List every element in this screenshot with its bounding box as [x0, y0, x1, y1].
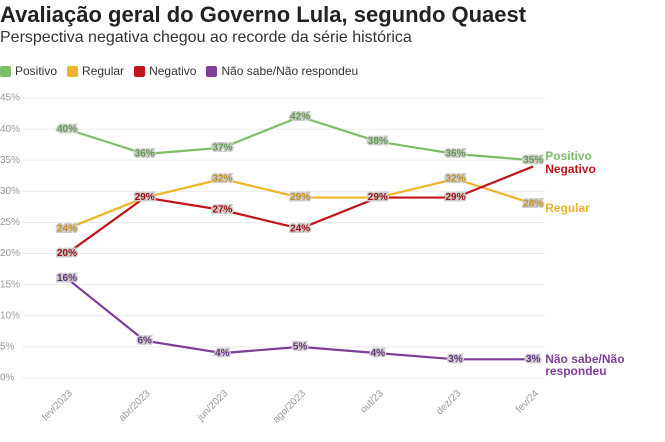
data-label: 16% — [57, 273, 77, 284]
data-label: 28% — [523, 198, 543, 209]
data-label: 24% — [57, 223, 77, 234]
data-label: 5% — [293, 342, 308, 353]
legend-swatch — [206, 65, 218, 77]
legend-label: Não sabe/Não respondeu — [221, 64, 359, 78]
x-tick-label: out/23 — [358, 388, 386, 416]
legend-label: Regular — [82, 64, 125, 78]
end-label: Negativo — [545, 162, 596, 177]
data-label: 38% — [368, 136, 388, 147]
data-label: 29% — [135, 192, 155, 203]
y-tick-label: 20% — [0, 248, 20, 259]
x-tick-label: jun/2023 — [195, 388, 231, 424]
y-tick-label: 35% — [0, 155, 20, 166]
data-label: 42% — [290, 111, 310, 122]
legend-item: Não sabe/Não respondeu — [206, 64, 358, 78]
data-label: 20% — [57, 248, 77, 259]
data-label: 36% — [135, 149, 155, 160]
data-label: 27% — [212, 205, 232, 216]
chart-subtitle: Perspectiva negativa chegou ao recorde d… — [0, 29, 412, 46]
legend-label: Negativo — [149, 64, 197, 78]
data-label: 35% — [523, 155, 543, 166]
series-line — [66, 277, 534, 361]
data-label: 3% — [448, 354, 463, 365]
data-label: 29% — [368, 192, 388, 203]
y-tick-label: 25% — [0, 217, 20, 228]
data-label: 32% — [212, 174, 232, 185]
y-tick-label: 15% — [0, 279, 20, 290]
data-label: 29% — [368, 192, 388, 203]
legend: Positivo Regular Negativo Não sabe/Não resp… — [0, 64, 358, 78]
y-tick-label: 5% — [0, 342, 15, 353]
end-label: Não sabe/Não respondeu — [545, 352, 625, 379]
data-label: 3% — [526, 354, 541, 365]
data-label: 29% — [290, 192, 310, 203]
y-tick-label: 30% — [0, 186, 20, 197]
y-tick-label: 45% — [0, 93, 20, 104]
chart-title: Avaliação geral do Governo Lula, segundo… — [0, 2, 527, 27]
data-label: 4% — [215, 348, 230, 359]
series-line — [66, 115, 534, 162]
legend-swatch — [134, 65, 146, 77]
data-label: 29% — [135, 192, 155, 203]
legend-item: Regular — [67, 64, 124, 78]
data-label: 29% — [445, 192, 465, 203]
data-label: 32% — [445, 174, 465, 185]
y-tick-label: 0% — [0, 373, 15, 384]
x-tick-label: abr/2023 — [117, 388, 153, 424]
series-line — [66, 165, 534, 255]
data-label: 4% — [371, 348, 386, 359]
end-label: Regular — [545, 200, 590, 215]
x-tick-label: ago/2023 — [271, 388, 309, 426]
data-label: 6% — [137, 335, 152, 346]
data-label: 40% — [57, 124, 77, 135]
y-tick-label: 40% — [0, 124, 20, 135]
y-tick-label: 10% — [0, 310, 20, 321]
legend-swatch — [0, 65, 11, 77]
x-tick-label: fev/24 — [514, 388, 541, 415]
legend-item: Positivo — [0, 64, 57, 78]
legend-item: Negativo — [134, 64, 196, 78]
end-label: Positivo — [545, 149, 592, 164]
legend-label: Positivo — [15, 64, 58, 78]
data-label: 36% — [445, 149, 465, 160]
data-label: 24% — [290, 223, 310, 234]
data-label: 37% — [212, 142, 232, 153]
x-tick-label: fev/2023 — [40, 388, 75, 423]
x-tick-label: dez/23 — [434, 388, 463, 417]
legend-swatch — [67, 65, 79, 77]
